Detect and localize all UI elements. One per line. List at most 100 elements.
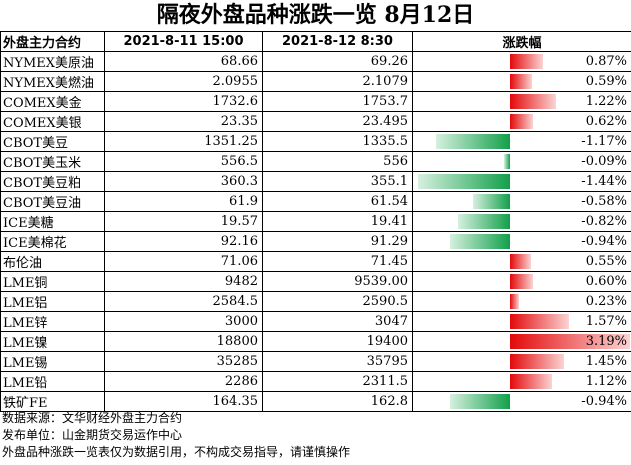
curr-price: 1753.7 bbox=[262, 91, 413, 112]
change-value: 0.60% bbox=[585, 274, 627, 289]
header-name: 外盘主力合约 bbox=[0, 31, 105, 52]
prev-price: 2.0955 bbox=[104, 71, 263, 92]
prev-price: 19.57 bbox=[104, 211, 263, 232]
contract-name: ICE美糖 bbox=[0, 211, 105, 232]
change-value: 3.19% bbox=[585, 334, 627, 349]
prev-price: 71.06 bbox=[104, 251, 263, 272]
change-bar bbox=[510, 294, 519, 309]
curr-price: 61.54 bbox=[262, 191, 413, 212]
change-cell: 0.87% bbox=[412, 51, 631, 72]
change-value: -0.94% bbox=[581, 234, 627, 249]
contract-name: ICE美棉花 bbox=[0, 231, 105, 252]
table-row: CBOT美豆粕 360.3 355.1 -1.44% bbox=[0, 171, 631, 192]
page-title: 隔夜外盘品种涨跌一览 8月12日 bbox=[156, 2, 475, 28]
prev-price: 23.35 bbox=[104, 111, 263, 132]
curr-price: 1335.5 bbox=[262, 131, 413, 152]
header-prev: 2021-8-11 15:00 bbox=[104, 31, 263, 52]
curr-price: 69.26 bbox=[262, 51, 413, 72]
table-row: ICE美糖 19.57 19.41 -0.82% bbox=[0, 211, 631, 232]
change-bar bbox=[510, 74, 533, 89]
contract-name: LME铅 bbox=[0, 371, 105, 392]
change-bar bbox=[510, 114, 534, 129]
table-row: 布伦油 71.06 71.45 0.55% bbox=[0, 251, 631, 272]
curr-price: 2311.5 bbox=[262, 371, 413, 392]
contract-name: NYMEX美原油 bbox=[0, 51, 105, 72]
change-cell: 0.23% bbox=[412, 291, 631, 312]
footer: 数据来源：文华财经外盘主力合约 发布单位：山金期货交易运作中心 外盘品种涨跌一览… bbox=[2, 410, 350, 461]
prev-price: 35285 bbox=[104, 351, 263, 372]
contract-name: LME锡 bbox=[0, 351, 105, 372]
publisher: 发布单位：山金期货交易运作中心 bbox=[2, 428, 183, 442]
prev-price: 556.5 bbox=[104, 151, 263, 172]
curr-price: 162.8 bbox=[262, 391, 413, 412]
change-value: 1.22% bbox=[585, 94, 627, 109]
table-row: LME铅 2286 2311.5 1.12% bbox=[0, 371, 631, 392]
contract-name: CBOT美玉米 bbox=[0, 151, 105, 172]
table-row: NYMEX美原油 68.66 69.26 0.87% bbox=[0, 51, 631, 72]
prev-price: 1732.6 bbox=[104, 91, 263, 112]
change-cell: -0.94% bbox=[412, 231, 631, 252]
table-row: 铁矿FE 164.35 162.8 -0.94% bbox=[0, 391, 631, 412]
table-row: ICE美棉花 92.16 91.29 -0.94% bbox=[0, 231, 631, 252]
curr-price: 19.41 bbox=[262, 211, 413, 232]
curr-price: 9539.00 bbox=[262, 271, 413, 292]
change-cell: -0.58% bbox=[412, 191, 631, 212]
curr-price: 71.45 bbox=[262, 251, 413, 272]
contract-name: COMEX美银 bbox=[0, 111, 105, 132]
table-row: NYMEX美燃油 2.0955 2.1079 0.59% bbox=[0, 71, 631, 92]
prev-price: 2286 bbox=[104, 371, 263, 392]
change-bar bbox=[504, 154, 510, 169]
prev-price: 61.9 bbox=[104, 191, 263, 212]
curr-price: 556 bbox=[262, 151, 413, 172]
change-cell: -0.09% bbox=[412, 151, 631, 172]
change-bar bbox=[435, 134, 510, 149]
contract-name: LME铜 bbox=[0, 271, 105, 292]
table-row: CBOT美豆 1351.25 1335.5 -1.17% bbox=[0, 131, 631, 152]
change-cell: -0.82% bbox=[412, 211, 631, 232]
change-value: -0.82% bbox=[581, 214, 627, 229]
change-cell: 1.45% bbox=[412, 351, 631, 372]
contract-name: CBOT美豆油 bbox=[0, 191, 105, 212]
change-value: 0.87% bbox=[585, 54, 627, 69]
change-value: -1.44% bbox=[581, 174, 627, 189]
change-bar bbox=[510, 334, 630, 349]
contract-name: 布伦油 bbox=[0, 251, 105, 272]
contract-name: LME铝 bbox=[0, 291, 105, 312]
table-row: LME铝 2584.5 2590.5 0.23% bbox=[0, 291, 631, 312]
prev-price: 164.35 bbox=[104, 391, 263, 412]
contract-name: 铁矿FE bbox=[0, 391, 105, 412]
change-bar bbox=[510, 54, 543, 69]
change-bar bbox=[510, 254, 531, 269]
prev-price: 68.66 bbox=[104, 51, 263, 72]
change-cell: 1.57% bbox=[412, 311, 631, 332]
change-cell: 3.19% bbox=[412, 331, 631, 352]
change-value: 0.59% bbox=[585, 74, 627, 89]
price-table: 外盘主力合约 2021-8-11 15:00 2021-8-12 8:30 涨跌… bbox=[0, 31, 631, 412]
change-value: -0.94% bbox=[581, 394, 627, 409]
change-value: 0.55% bbox=[585, 254, 627, 269]
table-row: LME镍 18800 19400 3.19% bbox=[0, 331, 631, 352]
change-value: 0.62% bbox=[585, 114, 627, 129]
change-bar bbox=[510, 94, 556, 109]
curr-price: 35795 bbox=[262, 351, 413, 372]
table-row: LME锡 35285 35795 1.45% bbox=[0, 351, 631, 372]
change-value: 0.23% bbox=[585, 294, 627, 309]
change-value: -1.17% bbox=[581, 134, 627, 149]
contract-name: NYMEX美燃油 bbox=[0, 71, 105, 92]
header-curr: 2021-8-12 8:30 bbox=[262, 31, 413, 52]
table-row: CBOT美玉米 556.5 556 -0.09% bbox=[0, 151, 631, 172]
prev-price: 360.3 bbox=[104, 171, 263, 192]
change-cell: 0.59% bbox=[412, 71, 631, 92]
data-source: 数据来源：文华财经外盘主力合约 bbox=[2, 411, 183, 425]
prev-price: 1351.25 bbox=[104, 131, 263, 152]
change-value: 1.45% bbox=[585, 354, 627, 369]
curr-price: 19400 bbox=[262, 331, 413, 352]
prev-price: 9482 bbox=[104, 271, 263, 292]
table-row: COMEX美银 23.35 23.495 0.62% bbox=[0, 111, 631, 132]
contract-name: CBOT美豆粕 bbox=[0, 171, 105, 192]
curr-price: 2.1079 bbox=[262, 71, 413, 92]
change-cell: 1.12% bbox=[412, 371, 631, 392]
curr-price: 2590.5 bbox=[262, 291, 413, 312]
change-bar bbox=[510, 354, 565, 369]
change-value: -0.09% bbox=[581, 154, 627, 169]
